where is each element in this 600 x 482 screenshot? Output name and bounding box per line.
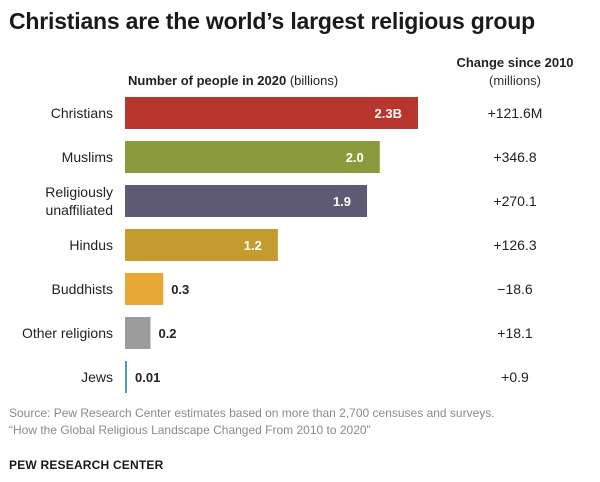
- bar: [125, 361, 127, 393]
- category-label: Christians: [51, 105, 113, 121]
- bar: [125, 185, 368, 217]
- change-label: +0.9: [501, 369, 529, 385]
- value-label: 2.3B: [375, 106, 402, 121]
- change-label: +270.1: [493, 193, 536, 209]
- value-header-unit: (billions): [286, 73, 339, 88]
- value-label: 0.3: [171, 282, 189, 297]
- bar: [125, 317, 151, 349]
- source-note: Source: Pew Research Center estimates ba…: [9, 405, 495, 439]
- change-label: −18.6: [497, 281, 533, 297]
- source-line-1: Source: Pew Research Center estimates ba…: [9, 406, 495, 420]
- category-label: Hindus: [69, 237, 113, 253]
- change-label: +18.1: [497, 325, 533, 341]
- chart-title: Christians are the world’s largest relig…: [9, 8, 535, 34]
- change-header-unit: (millions): [489, 73, 541, 88]
- category-label: Muslims: [62, 149, 113, 165]
- change-header-title: Change since 2010: [456, 55, 574, 70]
- value-column-header: Number of people in 2020 (billions): [128, 73, 338, 88]
- bar: [125, 229, 278, 261]
- source-line-2: “How the Global Religious Landscape Chan…: [9, 423, 371, 437]
- value-header-label: Number of people in 2020: [128, 73, 287, 88]
- change-label: +121.6M: [488, 105, 543, 121]
- bar-chart: Christians 2.3B +121.6M Muslims 2.0 +346.8 Rel…: [22, 97, 543, 393]
- bar: [125, 141, 380, 173]
- brand-logo-text: PEW RESEARCH CENTER: [9, 458, 164, 472]
- value-label: 1.9: [333, 194, 351, 209]
- category-label: Buddhists: [52, 281, 113, 297]
- category-label: Other religions: [22, 325, 113, 341]
- category-label: Jews: [81, 369, 113, 385]
- category-label: Religiously unaffiliated: [45, 184, 113, 218]
- bar: [125, 97, 418, 129]
- value-label: 0.01: [135, 370, 160, 385]
- change-label: +346.8: [493, 149, 536, 165]
- bar: [125, 273, 164, 305]
- value-label: 2.0: [346, 150, 364, 165]
- change-column-header: Change since 2010 (millions): [440, 54, 590, 90]
- change-label: +126.3: [493, 237, 536, 253]
- value-label: 0.2: [158, 326, 176, 341]
- value-label: 1.2: [244, 238, 262, 253]
